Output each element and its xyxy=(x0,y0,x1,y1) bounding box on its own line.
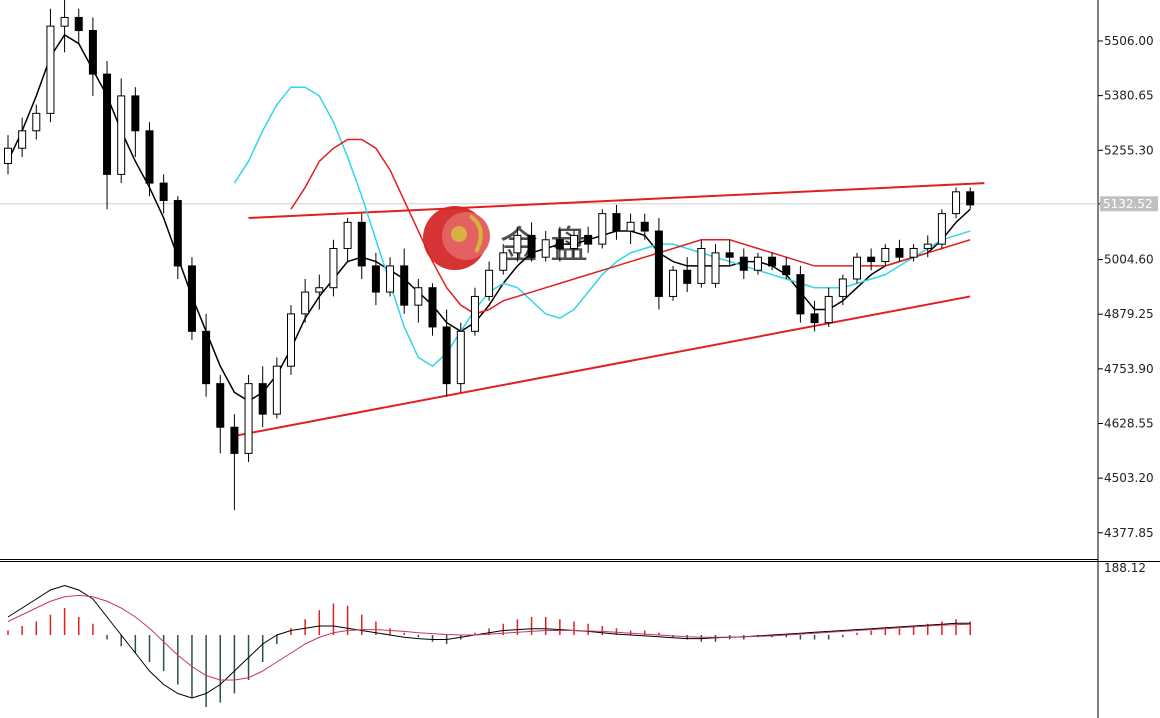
bear-candle xyxy=(131,95,140,132)
bear-candle xyxy=(88,30,97,75)
bull-candle xyxy=(4,147,12,164)
price-tick-label: 4753.90 xyxy=(1104,362,1154,376)
current-price-badge: 5132.52 xyxy=(1100,196,1158,212)
current-price-label: 5132.52 xyxy=(1103,197,1153,211)
price-tick-label: 4628.55 xyxy=(1104,416,1154,430)
bull-candle xyxy=(414,287,423,306)
bull-candle xyxy=(272,365,281,415)
bull-candle xyxy=(117,95,126,175)
bear-candle xyxy=(216,383,225,428)
bull-candle xyxy=(853,256,861,280)
bear-candle xyxy=(966,191,975,206)
price-tick-label: 4879.25 xyxy=(1104,307,1154,321)
bull-candle xyxy=(301,291,310,315)
moving-averages xyxy=(7,33,971,402)
bull-candle xyxy=(485,269,494,297)
bear-candle xyxy=(74,16,83,32)
bear-candle xyxy=(371,265,380,293)
bull-candle xyxy=(470,295,479,332)
bear-candle xyxy=(810,313,819,324)
bear-candle xyxy=(555,239,564,249)
price-tick-label: 4503.20 xyxy=(1104,471,1154,485)
trendlines xyxy=(234,182,985,437)
trendline xyxy=(234,295,971,437)
watermark-logo-coin-icon xyxy=(451,226,467,242)
bull-candle xyxy=(711,252,720,284)
bear-candle xyxy=(725,252,734,258)
bull-candle xyxy=(824,295,833,324)
bull-candle xyxy=(881,247,890,263)
bear-candle xyxy=(187,265,196,332)
bear-candle xyxy=(796,274,805,315)
bear-candle xyxy=(768,256,777,267)
macd-line xyxy=(7,584,971,699)
signal-line xyxy=(7,594,971,681)
bear-candle xyxy=(640,221,649,232)
bull-candle xyxy=(46,25,55,114)
bear-candle xyxy=(654,230,663,297)
bull-candle xyxy=(456,330,465,385)
bull-candle xyxy=(952,191,961,215)
bull-candle xyxy=(697,247,706,284)
macd-indicator xyxy=(7,584,971,707)
bear-candle xyxy=(159,182,168,202)
bull-candle xyxy=(60,16,69,27)
bear-candle xyxy=(612,213,621,232)
watermark-logo-swirl-icon xyxy=(468,214,483,253)
bull-candle xyxy=(329,247,338,289)
bull-candle xyxy=(32,112,41,132)
bear-candle xyxy=(867,256,876,263)
bear-candle xyxy=(895,247,904,258)
price-tick-label: 5255.30 xyxy=(1104,143,1154,157)
bull-candle xyxy=(541,239,550,258)
price-tick-label: 5380.65 xyxy=(1104,89,1154,103)
bull-candle xyxy=(909,247,918,258)
moving-average-line xyxy=(7,33,971,402)
bear-candle xyxy=(442,326,451,385)
bull-candle xyxy=(626,221,635,232)
bull-candle xyxy=(244,383,253,454)
bear-candle xyxy=(683,269,692,284)
bull-candle xyxy=(598,213,607,245)
bull-candle xyxy=(937,213,946,245)
bull-candle xyxy=(287,313,295,367)
bull-candle xyxy=(669,269,678,297)
current-price-box xyxy=(1100,196,1158,212)
price-tick-label: 4377.85 xyxy=(1104,526,1154,540)
trendline xyxy=(248,182,985,219)
bear-candle xyxy=(103,73,112,175)
bear-candle xyxy=(258,383,267,415)
bull-candle xyxy=(923,243,932,249)
bear-candle xyxy=(230,426,239,454)
indicator-tick-label: 188.12 xyxy=(1104,561,1146,575)
bull-candle xyxy=(499,252,508,271)
bull-candle xyxy=(315,287,324,293)
bull-candle xyxy=(18,130,27,149)
bear-candle xyxy=(782,265,791,276)
bull-candle xyxy=(570,234,578,249)
price-axis: 5506.00 5380.65 5255.30 5132.52 5004.60 4879.… xyxy=(1098,34,1154,575)
price-tick-label: 5004.60 xyxy=(1104,253,1154,267)
candles xyxy=(4,0,975,511)
bear-candle xyxy=(357,221,366,267)
bear-candle xyxy=(173,200,182,267)
bull-candle xyxy=(838,278,847,297)
moving-average-line xyxy=(233,86,971,368)
bear-candle xyxy=(202,330,211,385)
bull-candle xyxy=(343,221,352,249)
bear-candle xyxy=(400,265,409,306)
bear-candle xyxy=(145,130,154,184)
bull-candle xyxy=(513,234,522,254)
bear-candle xyxy=(584,234,593,245)
price-tick-label: 5506.00 xyxy=(1104,34,1154,48)
bull-candle xyxy=(386,265,395,293)
bear-candle xyxy=(428,287,437,328)
bear-candle xyxy=(739,256,748,271)
bull-candle xyxy=(753,256,762,271)
bear-candle xyxy=(527,234,536,258)
